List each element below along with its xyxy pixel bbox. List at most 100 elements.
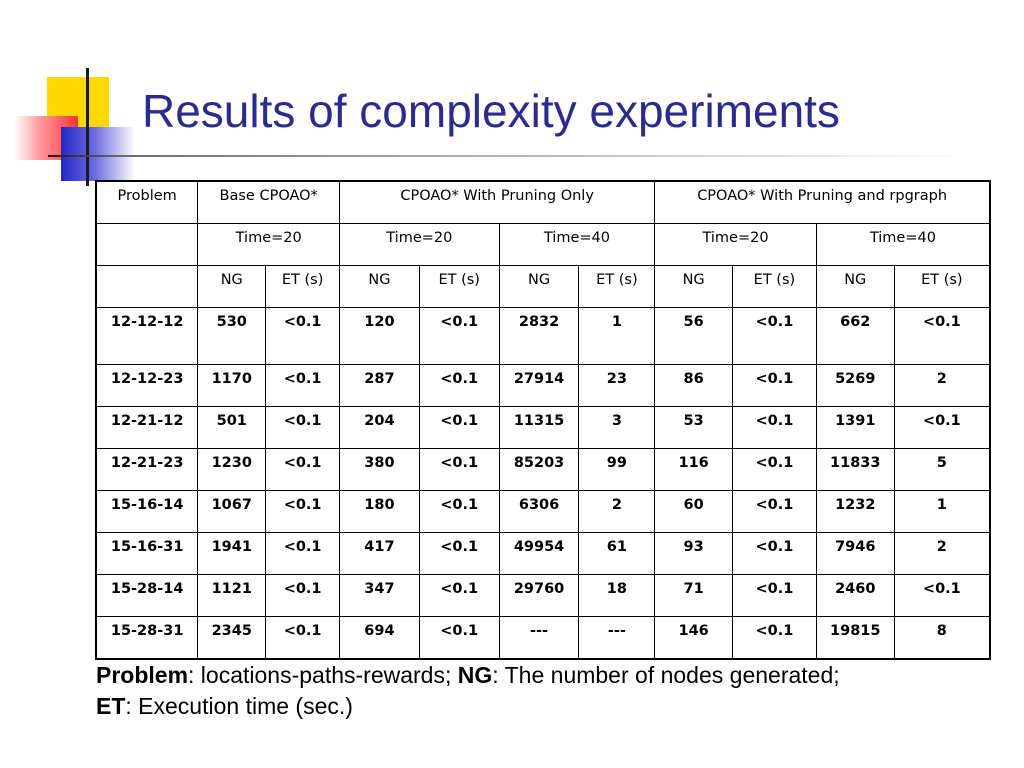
caption-term-et: ET (96, 693, 126, 719)
logo-vertical-line (86, 68, 89, 186)
table-cell: 1941 (197, 532, 267, 575)
time-header: Time=40 (498, 223, 656, 266)
table-cell: 1391 (815, 406, 895, 449)
table-cell: 1232 (815, 490, 895, 533)
table-cell: <0.1 (418, 616, 500, 660)
table-cell: 530 (197, 307, 267, 365)
results-table: Problem Base CPOAO* CPOAO* With Pruning … (95, 180, 991, 660)
table-row: 15-28-31 2345 <0.1 694 <0.1 --- --- 146 <0.1 1981… (95, 616, 991, 660)
time-header: Time=20 (339, 223, 500, 266)
table-cell: <0.1 (418, 574, 500, 617)
table-cell: 71 (654, 574, 734, 617)
table-cell: 417 (339, 532, 420, 575)
problem-cell: 12-12-12 (95, 307, 199, 365)
table-cell: 19815 (815, 616, 895, 660)
table-cell: <0.1 (265, 490, 341, 533)
table-cell: 120 (339, 307, 420, 365)
table-cell: 1170 (197, 364, 267, 407)
table-cell: <0.1 (418, 307, 500, 365)
table-metric-row: NG ET (s) NG ET (s) NG ET (s) NG ET (s) … (95, 265, 991, 308)
table-cell: <0.1 (418, 448, 500, 491)
metric-header: ET (s) (265, 265, 341, 308)
table-cell: <0.1 (265, 307, 341, 365)
table-row: 12-21-23 1230 <0.1 380 <0.1 85203 99 116 <0.1 118… (95, 448, 991, 491)
table-cell: 287 (339, 364, 420, 407)
logo-blue-square (61, 127, 135, 181)
time-header: Time=20 (197, 223, 341, 266)
table-cell: 2 (578, 490, 656, 533)
caption-def-problem: : locations-paths-rewards; (188, 662, 458, 688)
table-cell: 2 (893, 532, 991, 575)
table-cell: 93 (654, 532, 734, 575)
table-cell: --- (578, 616, 656, 660)
table-cell: 18 (578, 574, 656, 617)
table-cell: 662 (815, 307, 895, 365)
metric-header: NG (815, 265, 895, 308)
table-cell: 60 (654, 490, 734, 533)
table-row: 15-16-31 1941 <0.1 417 <0.1 49954 61 93 <0.1 7946… (95, 532, 991, 575)
problem-cell: 12-21-12 (95, 406, 199, 449)
title-underline (48, 155, 968, 157)
table-time-row: Time=20 Time=20 Time=40 Time=20 Time=40 (95, 223, 991, 266)
table-cell: <0.1 (732, 364, 817, 407)
table-cell: 53 (654, 406, 734, 449)
caption-def-et: : Execution time (sec.) (125, 693, 353, 719)
table-cell: 11315 (498, 406, 580, 449)
table-cell: 85203 (498, 448, 580, 491)
table-cell: 6306 (498, 490, 580, 533)
metric-header: ET (s) (732, 265, 817, 308)
table-header-row: Problem Base CPOAO* CPOAO* With Pruning … (95, 180, 991, 224)
table-cell: 5269 (815, 364, 895, 407)
table-cell: <0.1 (265, 406, 341, 449)
table-cell: 501 (197, 406, 267, 449)
table-cell: 2345 (197, 616, 267, 660)
table-cell: <0.1 (893, 406, 991, 449)
problem-cell: 15-16-31 (95, 532, 199, 575)
table-cell: 1067 (197, 490, 267, 533)
table-row: 12-21-12 501 <0.1 204 <0.1 11315 3 53 <0.1 1391 <0… (95, 406, 991, 449)
metric-header: NG (498, 265, 580, 308)
table-cell: <0.1 (418, 406, 500, 449)
table-row: 12-12-23 1170 <0.1 287 <0.1 27914 23 86 <0.1 5269… (95, 364, 991, 407)
table-cell: 56 (654, 307, 734, 365)
header-pruning-rpgraph: CPOAO* With Pruning and rpgraph (654, 180, 991, 224)
time-header: Time=40 (815, 223, 991, 266)
table-cell: 3 (578, 406, 656, 449)
table-cell: 11833 (815, 448, 895, 491)
table-cell: 5 (893, 448, 991, 491)
table-cell: <0.1 (265, 448, 341, 491)
problem-cell: 12-12-23 (95, 364, 199, 407)
table-cell: 1 (893, 490, 991, 533)
table-cell: 146 (654, 616, 734, 660)
table-cell: 1121 (197, 574, 267, 617)
table-cell: <0.1 (893, 307, 991, 365)
table-cell: 204 (339, 406, 420, 449)
table-cell: --- (498, 616, 580, 660)
table-cell: 2 (893, 364, 991, 407)
metric-header: ET (s) (418, 265, 500, 308)
table-row: 15-16-14 1067 <0.1 180 <0.1 6306 2 60 <0.1 1232 1 (95, 490, 991, 533)
table-cell-empty (95, 265, 199, 308)
caption-term-ng: NG (457, 662, 493, 688)
problem-cell: 12-21-23 (95, 448, 199, 491)
metric-header: NG (654, 265, 734, 308)
table-cell-empty (95, 223, 199, 266)
table-row: 12-12-12 530 <0.1 120 <0.1 2832 1 56 <0.1 662 <0.1 (95, 307, 991, 365)
table-cell: <0.1 (732, 406, 817, 449)
caption-term-problem: Problem (96, 662, 189, 688)
table-row: 15-28-14 1121 <0.1 347 <0.1 29760 18 71 <0.1 2460… (95, 574, 991, 617)
table-cell: 86 (654, 364, 734, 407)
table-cell: 694 (339, 616, 420, 660)
table-cell: 29760 (498, 574, 580, 617)
table-cell: 1230 (197, 448, 267, 491)
table-cell: <0.1 (893, 574, 991, 617)
table-cell: 7946 (815, 532, 895, 575)
table-cell: 8 (893, 616, 991, 660)
table-cell: <0.1 (732, 307, 817, 365)
table-cell: <0.1 (732, 574, 817, 617)
problem-cell: 15-28-14 (95, 574, 199, 617)
table-cell: <0.1 (732, 448, 817, 491)
table-cell: <0.1 (265, 616, 341, 660)
problem-cell: 15-28-31 (95, 616, 199, 660)
metric-header: NG (339, 265, 420, 308)
